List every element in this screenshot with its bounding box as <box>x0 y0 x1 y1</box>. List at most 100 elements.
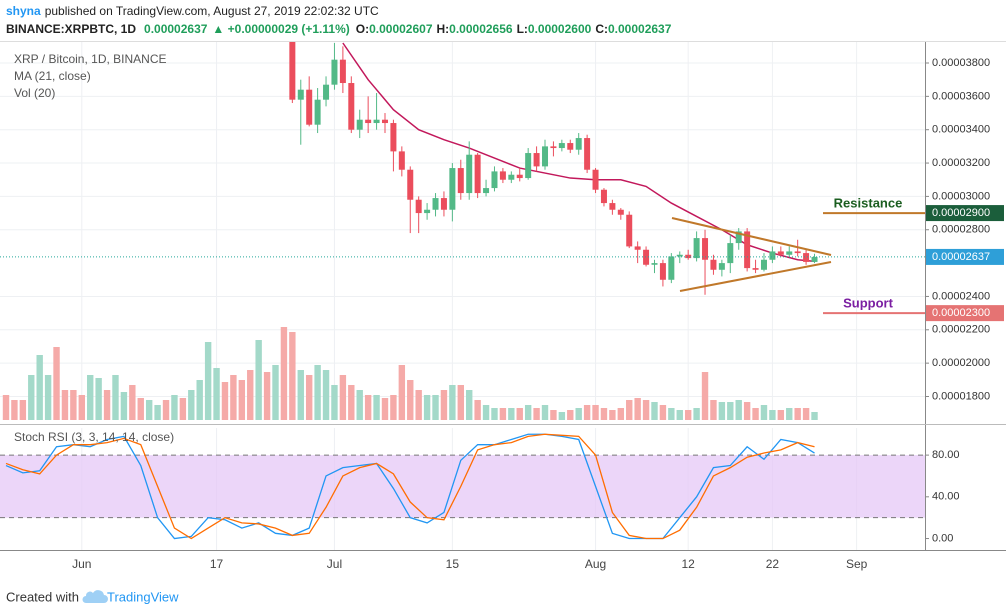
volume-bar <box>103 390 111 420</box>
volume-bar <box>676 410 683 420</box>
volume-bar <box>348 385 355 420</box>
candle-body <box>339 59 346 84</box>
overlay: Resistance Support 0.00002900 0.00002637 0.0… <box>823 196 1004 322</box>
x-tick-label: 15 <box>446 557 460 571</box>
candle-body <box>685 254 692 259</box>
volume-bar <box>2 395 10 420</box>
candle-body <box>381 119 388 124</box>
volume-bar <box>600 408 608 420</box>
price-label-box <box>926 205 1004 222</box>
triangle-lower <box>679 261 832 292</box>
volume-bar <box>727 402 734 420</box>
volume-bar <box>272 365 279 420</box>
candle-body <box>297 89 304 100</box>
volume-bar <box>533 408 540 420</box>
volume-bar <box>491 408 498 420</box>
volume-bar <box>802 408 810 420</box>
candle-body <box>356 119 363 130</box>
candle-body <box>558 143 565 149</box>
candle-body <box>567 143 574 150</box>
level-label: Support <box>843 296 893 311</box>
volume-bar <box>112 375 119 420</box>
volume-bar <box>743 402 751 420</box>
candle-body <box>777 251 784 255</box>
volume-bar <box>339 375 347 420</box>
candle-body <box>491 171 498 189</box>
candle-body <box>676 254 683 257</box>
volume-bar <box>609 410 616 420</box>
volume-bar <box>583 405 591 420</box>
candle-body <box>348 83 355 130</box>
header-text: C: <box>595 22 608 36</box>
volume-bar <box>221 382 229 420</box>
volume-bar <box>474 400 481 420</box>
candle-body <box>499 171 506 180</box>
header-text: 0.00002637 <box>608 22 672 36</box>
x-tick-label: 12 <box>682 557 696 571</box>
volume-bar <box>95 378 102 420</box>
volume-bar <box>567 410 574 420</box>
volume-bar <box>693 408 700 420</box>
candle-body <box>702 238 709 260</box>
volume-bar <box>314 365 321 420</box>
header-text: O: <box>356 22 369 36</box>
volume-bar <box>457 385 464 420</box>
price-label-box <box>926 248 1004 265</box>
volume-bar <box>684 410 692 420</box>
candle-body <box>718 263 725 270</box>
volume-bar <box>70 390 77 420</box>
candle-body <box>668 256 675 280</box>
brand-logo <box>82 590 108 603</box>
volume-bar <box>786 408 793 420</box>
volume-bar <box>154 405 161 420</box>
y-tick-label: 0.00003000 <box>932 190 990 202</box>
volume-bar <box>558 412 566 420</box>
candle-body <box>331 59 338 85</box>
candle-body <box>466 154 473 194</box>
volume-bar <box>381 398 389 420</box>
volume-bar <box>651 402 658 420</box>
volume-bar <box>364 395 372 420</box>
stoch-line <box>5 433 815 540</box>
volume-bar <box>440 390 448 420</box>
candle-body <box>365 119 372 124</box>
volume-bar <box>735 400 742 420</box>
ma-line <box>342 42 815 263</box>
candle-body <box>693 238 700 259</box>
candle-body <box>744 231 751 269</box>
volume-bar <box>499 408 507 420</box>
volume-bar <box>626 400 633 420</box>
volume-bar <box>87 375 94 420</box>
volume-bar <box>263 372 271 420</box>
candle-body <box>398 151 405 170</box>
y-tick-label: 0.00 <box>932 532 953 544</box>
x-tick-label: 17 <box>210 557 224 571</box>
header-text: published on TradingView.com, August 27,… <box>45 4 379 18</box>
stoch-line <box>5 433 815 540</box>
candle-body <box>314 99 321 125</box>
candle-body <box>643 249 650 265</box>
candle-body <box>516 174 523 179</box>
volume-bar <box>145 400 153 420</box>
volume-bar <box>482 405 490 420</box>
volume-bar <box>179 398 187 420</box>
y-tick-label: 0.00002000 <box>932 357 990 369</box>
volume-bar <box>811 412 818 420</box>
volume-bar <box>752 408 759 420</box>
candle-body <box>373 119 380 124</box>
price-label: 0.00002300 <box>932 307 990 319</box>
y-tick-label: 0.00003800 <box>932 57 990 69</box>
volume-bar <box>550 410 557 420</box>
candle-body <box>432 198 439 210</box>
volume-bar <box>373 395 380 420</box>
candle-body <box>525 153 532 179</box>
volume-bar <box>617 408 625 420</box>
volume-bar <box>659 405 667 420</box>
candle-body <box>659 263 666 280</box>
price-label: 0.00002900 <box>932 207 990 219</box>
y-tick-label: 0.00003200 <box>932 157 990 169</box>
volume-bar <box>171 395 178 420</box>
candle-body <box>440 198 447 210</box>
candle-body <box>600 189 607 204</box>
volume-bar <box>204 342 212 420</box>
